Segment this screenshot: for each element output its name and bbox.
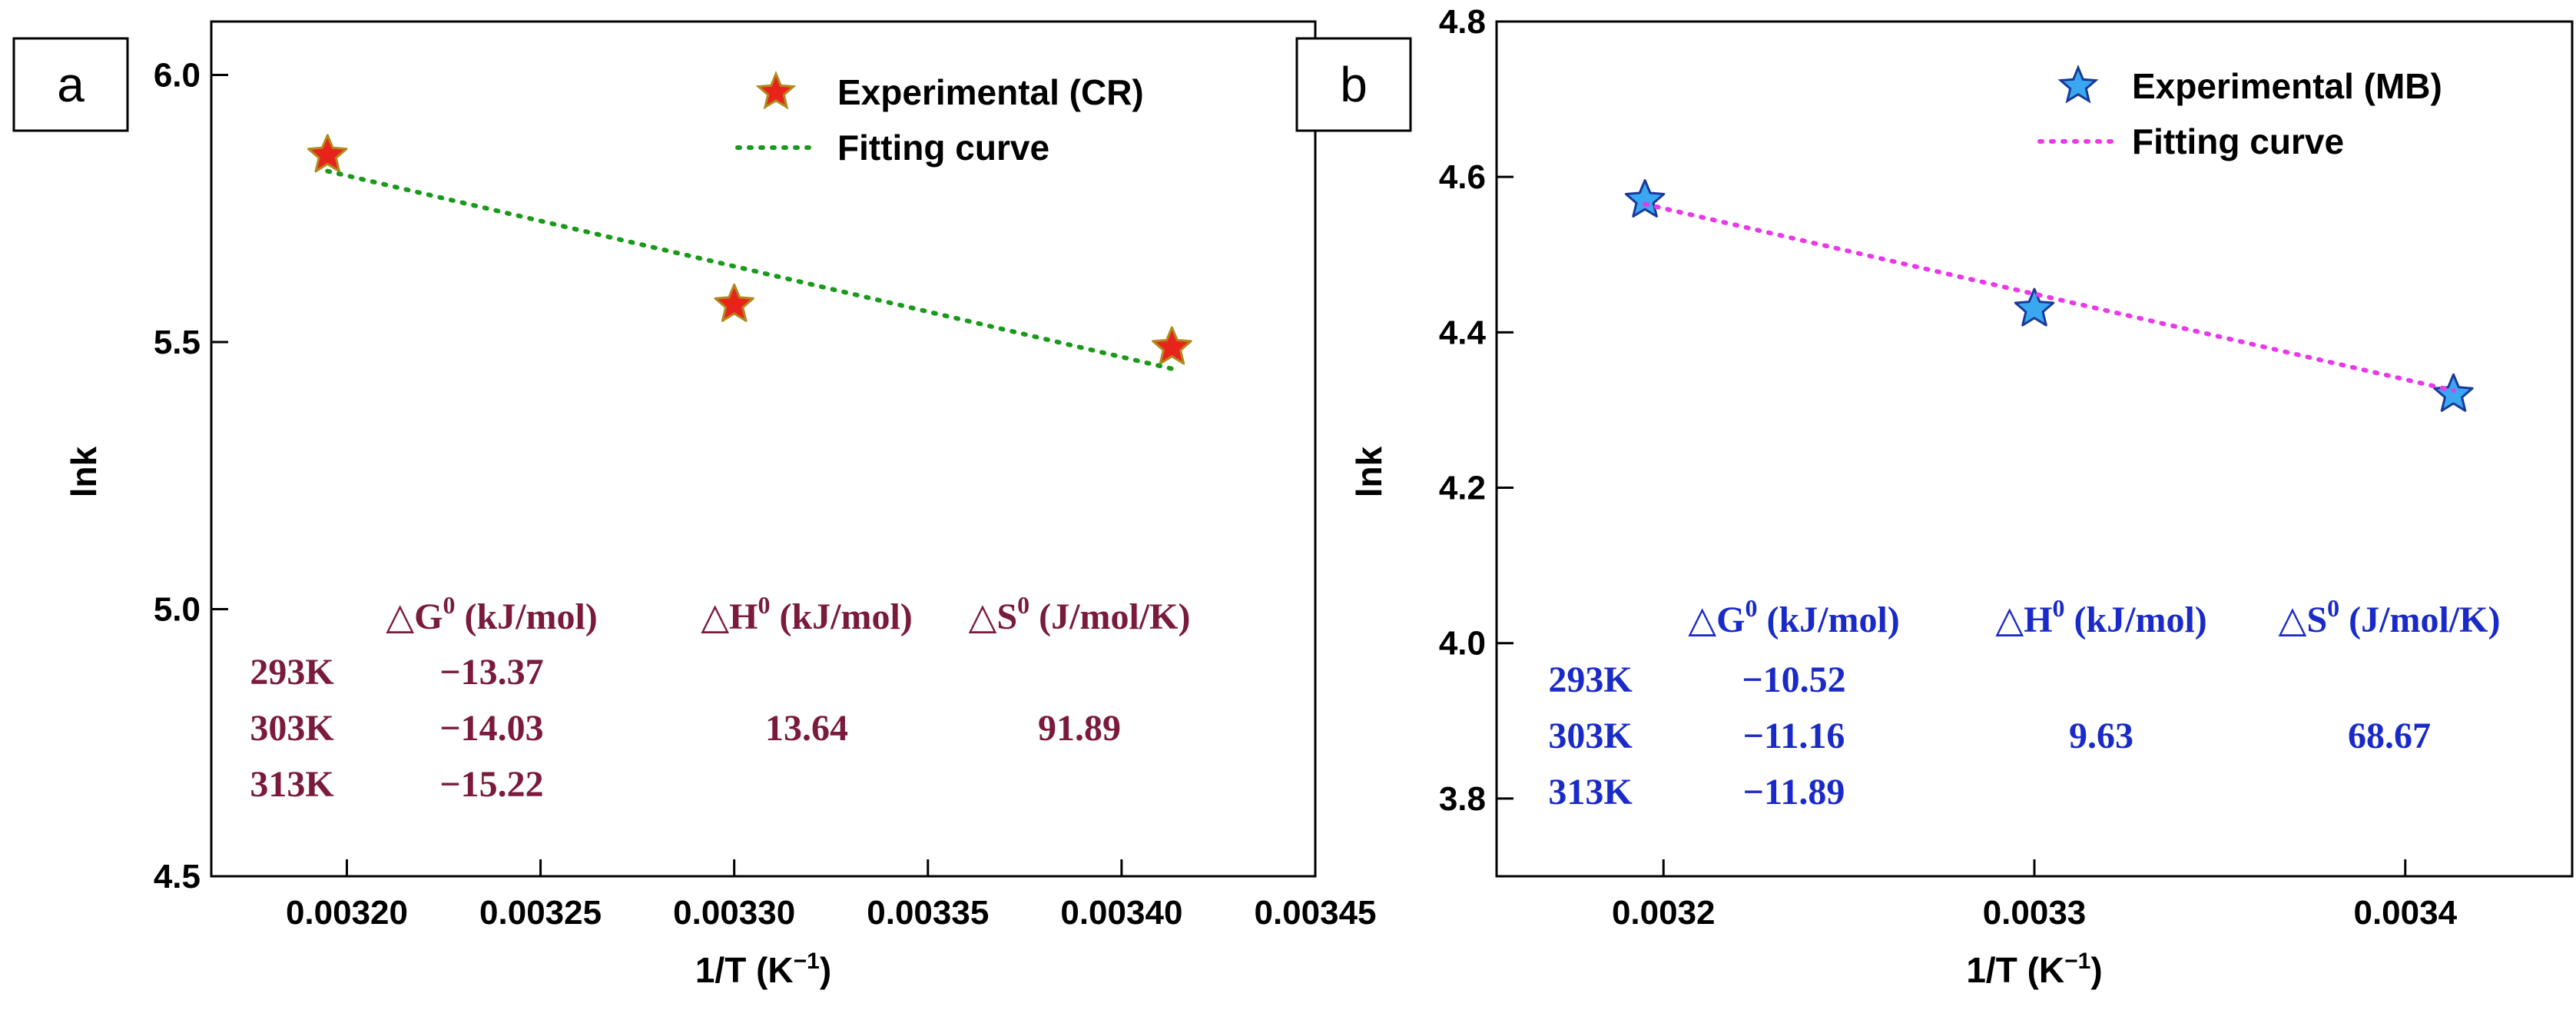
x-tick-label: 0.00335 <box>867 894 989 932</box>
table-header: △S0 (J/mol/K) <box>969 591 1191 637</box>
table-header-unit: (kJ/mol) <box>770 596 912 637</box>
table-temp: 313K <box>250 764 333 805</box>
table-header-unit: (kJ/mol) <box>455 596 597 637</box>
panel-label: b <box>1340 57 1368 112</box>
fitting-curve-line <box>325 168 1175 371</box>
table-dS-value: 68.67 <box>2348 716 2431 756</box>
table-header: △H0 (kJ/mol) <box>1995 594 2207 640</box>
x-tick-label: 0.0034 <box>2353 894 2457 932</box>
y-axis-label: lnk <box>64 446 104 497</box>
legend-label-fitting: Fitting curve <box>837 128 1049 168</box>
table-header: △G0 (kJ/mol) <box>386 591 598 637</box>
table-temp: 303K <box>250 708 333 749</box>
y-tick-label: 4.5 <box>154 858 201 895</box>
legend-star-icon <box>2057 65 2099 104</box>
table-header-unit: (kJ/mol) <box>1757 600 1899 640</box>
y-tick-label: 5.0 <box>154 591 201 629</box>
data-point-star <box>714 283 754 322</box>
table-dS-value: 91.89 <box>1038 708 1121 749</box>
legend-star-icon <box>755 71 797 110</box>
table-temp: 293K <box>250 652 333 693</box>
x-tick-label: 0.00325 <box>479 894 602 932</box>
y-tick-label: 4.4 <box>1439 314 1487 351</box>
y-axis-label: lnk <box>1349 446 1389 497</box>
data-point-star <box>1624 179 1666 218</box>
table-dH-value: 13.64 <box>765 708 848 749</box>
x-axis-label-close: ) <box>2090 950 2102 990</box>
y-tick-label: 4.0 <box>1439 625 1486 663</box>
legend-label-experimental: Experimental (MB) <box>2132 66 2442 106</box>
x-tick-label: 0.00330 <box>673 894 795 932</box>
panel-label-box <box>12 37 129 132</box>
table-dG-value: −11.89 <box>1743 772 1845 812</box>
y-tick-label: 3.8 <box>1439 780 1486 818</box>
table-header-symbol: △H <box>1995 600 2052 640</box>
table-header-unit: (kJ/mol) <box>2064 600 2206 640</box>
table-header: △S0 (J/mol/K) <box>2279 594 2501 640</box>
table-header-sup: 0 <box>443 591 455 619</box>
legend-label-experimental: Experimental (CR) <box>837 72 1144 112</box>
x-axis-label: 1/T (K−1) <box>1966 949 2102 990</box>
x-axis-label-text: 1/T (K <box>695 950 794 990</box>
table-temp: 313K <box>1548 772 1632 812</box>
legend-label-fitting: Fitting curve <box>2132 121 2344 161</box>
y-tick-label: 5.5 <box>154 324 201 361</box>
y-tick-label: 4.6 <box>1439 158 1486 196</box>
table-dG-value: −13.37 <box>439 652 543 693</box>
table-header: △H0 (kJ/mol) <box>701 591 913 637</box>
table-dG-value: −14.03 <box>439 708 543 749</box>
panel-label-box <box>1295 37 1412 132</box>
table-header-sup: 0 <box>1017 591 1029 619</box>
y-tick-label: 4.8 <box>1439 3 1486 41</box>
x-tick-label: 0.00340 <box>1060 894 1182 932</box>
x-axis-label-sup: −1 <box>2064 949 2090 974</box>
table-header-symbol: △S <box>2279 600 2328 640</box>
x-tick-label: 0.0033 <box>1983 894 2087 932</box>
table-dG-value: −11.16 <box>1743 716 1845 756</box>
table-header-sup: 0 <box>2327 594 2339 622</box>
table-dG-value: −10.52 <box>1742 659 1845 700</box>
table-header-sup: 0 <box>1745 594 1757 622</box>
y-tick-label: 4.2 <box>1439 470 1486 507</box>
chart-panel-a: a 0.00320 0.00325 0.00330 0.00335 0.00340 0.00… <box>12 20 1377 990</box>
chart-panel-b: b 0.0032 0.0033 0.0034 3.8 4.0 4.2 4.4 4.6 4.8 1/T… <box>1295 3 2574 990</box>
x-axis-label: 1/T (K−1) <box>695 949 831 990</box>
plot-frame <box>210 20 1317 878</box>
table-header-symbol: △G <box>1688 600 1745 640</box>
table-header-sup: 0 <box>758 591 770 619</box>
table-header-unit: (J/mol/K) <box>2339 600 2500 640</box>
data-point-star <box>307 134 348 173</box>
x-tick-label: 0.0032 <box>1612 894 1716 932</box>
data-point-star <box>1152 326 1192 365</box>
x-tick-label: 0.00320 <box>286 894 408 932</box>
table-dH-value: 9.63 <box>2069 716 2133 756</box>
table-header-symbol: △S <box>969 596 1018 637</box>
table-temp: 293K <box>1548 659 1632 700</box>
x-axis-label-text: 1/T (K <box>1966 950 2064 990</box>
x-tick-label: 0.00345 <box>1254 894 1376 932</box>
data-point-star <box>2014 287 2055 327</box>
table-dG-value: −15.22 <box>439 764 543 805</box>
table-header-symbol: △H <box>701 596 758 637</box>
table-header-unit: (J/mol/K) <box>1029 596 1190 637</box>
panel-label: a <box>57 57 85 112</box>
table-header-symbol: △G <box>386 596 443 637</box>
table-header: △G0 (kJ/mol) <box>1688 594 1900 640</box>
x-axis-label-close: ) <box>820 950 831 990</box>
table-header-sup: 0 <box>2052 594 2064 622</box>
x-axis-label-sup: −1 <box>794 949 820 974</box>
fitting-curve-line <box>1643 201 2456 394</box>
table-temp: 303K <box>1548 716 1632 756</box>
y-tick-label: 6.0 <box>154 57 201 95</box>
